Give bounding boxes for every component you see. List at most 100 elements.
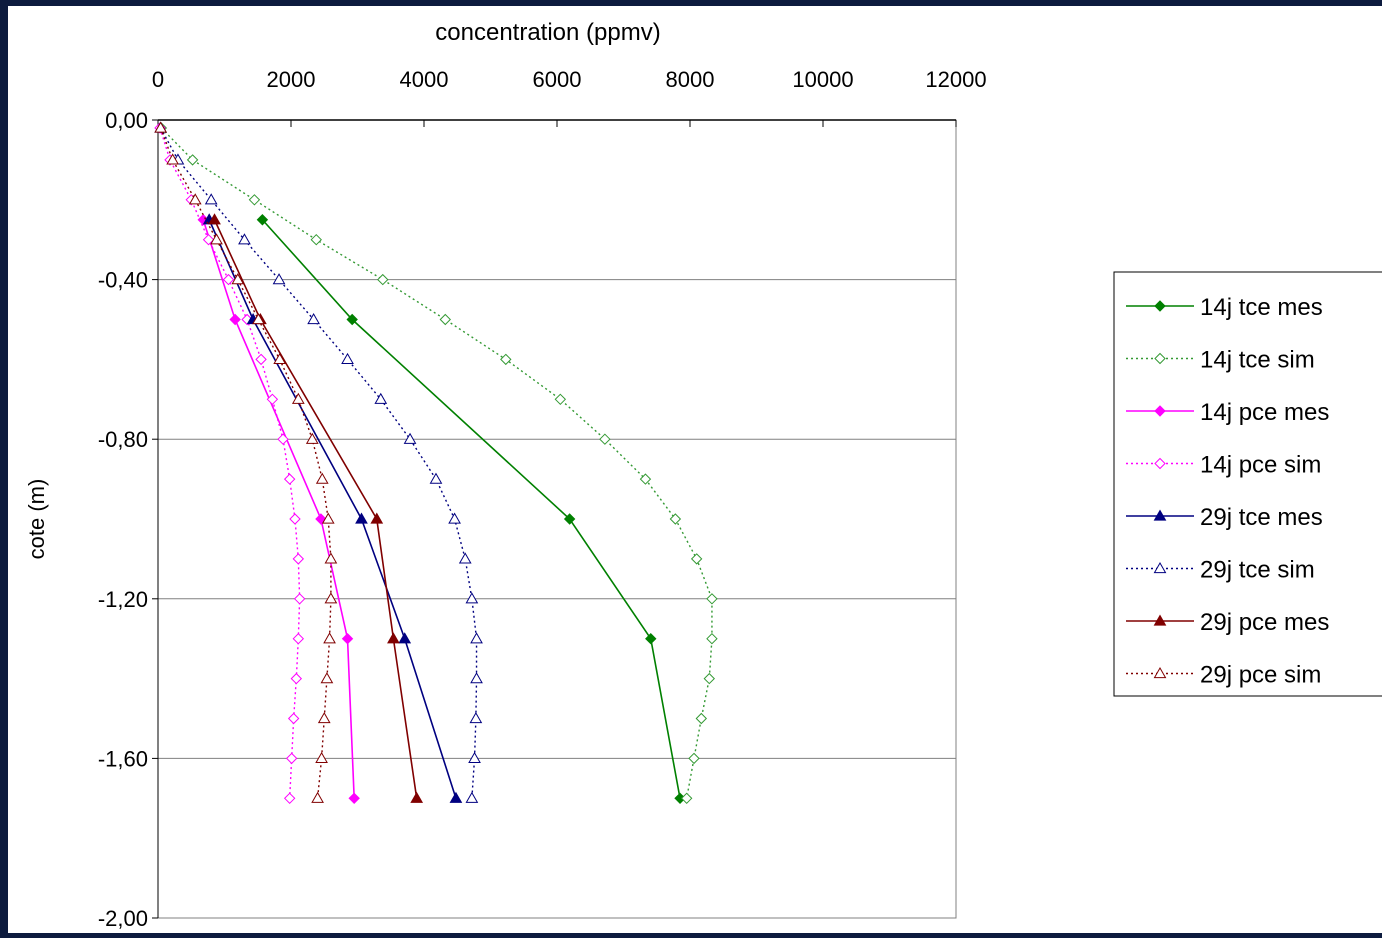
data-point [469,711,483,724]
x-tick-label: 2000 [267,67,316,92]
data-point [398,632,412,644]
data-point [429,472,443,484]
legend-item: 29j pce sim [1126,662,1321,689]
legend-item: 29j tce sim [1126,557,1315,584]
data-point [266,393,279,406]
data-point [222,273,235,286]
x-axis-title: concentration (ppmv) [435,19,660,46]
legend: 14j tce mes 14j tce sim 14j pce mes 14j pce… [1113,271,1382,697]
data-point [289,513,301,525]
data-point [348,792,360,805]
series-line [160,127,478,799]
data-point [1154,457,1166,470]
data-point [341,352,354,365]
series-layer [154,121,718,805]
series-line [208,219,457,799]
data-point [355,512,368,524]
data-point [680,792,693,805]
data-point [1154,405,1166,417]
series-14j-pce-sim [154,122,306,805]
series-29j-pce-sim [154,121,338,803]
data-point [465,592,479,604]
chart-frame: 0,00 -0,40 -0,80 -1,20 -1,60 -2,00 0 2000 4000 60… [8,6,1382,933]
data-point [387,632,400,644]
data-point [470,632,483,644]
data-point [1153,509,1167,521]
legend-item: 14j pce mes [1126,399,1329,426]
series-line [213,219,418,799]
data-point [320,672,334,684]
data-point [310,233,322,246]
data-point [186,154,199,166]
legend-label: 29j pce sim [1200,662,1321,689]
data-point [204,193,218,205]
data-point [272,273,286,285]
series-14j-tce-mes [256,214,686,805]
data-point [346,313,358,326]
x-tick-label: 0 [152,67,164,92]
concentration-profile-chart: 0,00 -0,40 -0,80 -1,20 -1,60 -2,00 0 2000 4000 60… [24,19,1382,931]
series-29j-tce-sim [154,121,483,803]
series-line [160,127,713,799]
data-point [1154,300,1166,312]
y-tick-label: -2,00 [98,906,148,931]
series-29j-pce-mes [208,213,424,803]
series-line [159,127,301,799]
data-point [311,791,324,803]
data-point [305,432,319,444]
data-point [166,153,179,165]
data-point [403,432,417,444]
data-point [439,313,451,326]
data-point [317,711,331,724]
data-point [703,672,715,685]
legend-label: 29j tce sim [1200,557,1315,584]
data-point [563,513,576,525]
data-point [324,552,338,564]
axes: 0,00 -0,40 -0,80 -1,20 -1,60 -2,00 0 2000 4000 60… [98,67,987,931]
data-point [323,632,336,644]
data-point [154,121,168,133]
data-point [256,214,269,226]
data-point [500,353,512,366]
data-point [283,792,296,805]
data-point [229,313,241,326]
data-point [1153,614,1167,626]
data-point [188,193,202,205]
data-point [252,312,265,325]
x-tick-label: 12000 [925,67,986,92]
data-point [292,553,305,565]
data-point [231,273,245,285]
series-line [160,127,332,799]
data-point [341,632,354,645]
data-point [324,592,338,604]
data-point [287,712,300,725]
data-point [315,472,329,484]
y-axis-title: cote (m) [24,479,49,560]
data-point [377,273,389,286]
series-29j-tce-mes [202,213,463,803]
legend-label: 29j pce mes [1200,609,1329,636]
data-point [202,233,215,246]
data-point [669,513,682,525]
x-tick-label: 8000 [666,67,715,92]
x-tick-label: 6000 [533,67,582,92]
legend-label: 14j tce mes [1200,294,1323,321]
legend-item: 29j pce mes [1126,609,1329,636]
data-point [410,791,424,803]
data-point [290,672,303,685]
data-point [277,433,289,445]
legend-item: 14j pce sim [1126,452,1321,479]
legend-item: 29j tce mes [1126,504,1323,531]
data-point [706,632,718,645]
data-point [292,632,305,645]
data-point [370,512,384,524]
series-line [202,219,355,799]
data-point [688,752,700,765]
data-point [210,233,223,245]
series-14j-tce-sim [155,122,718,805]
data-point [374,392,388,404]
legend-label: 14j pce mes [1200,399,1329,426]
data-point [1153,561,1167,574]
data-point [293,593,306,605]
data-point [285,752,298,765]
